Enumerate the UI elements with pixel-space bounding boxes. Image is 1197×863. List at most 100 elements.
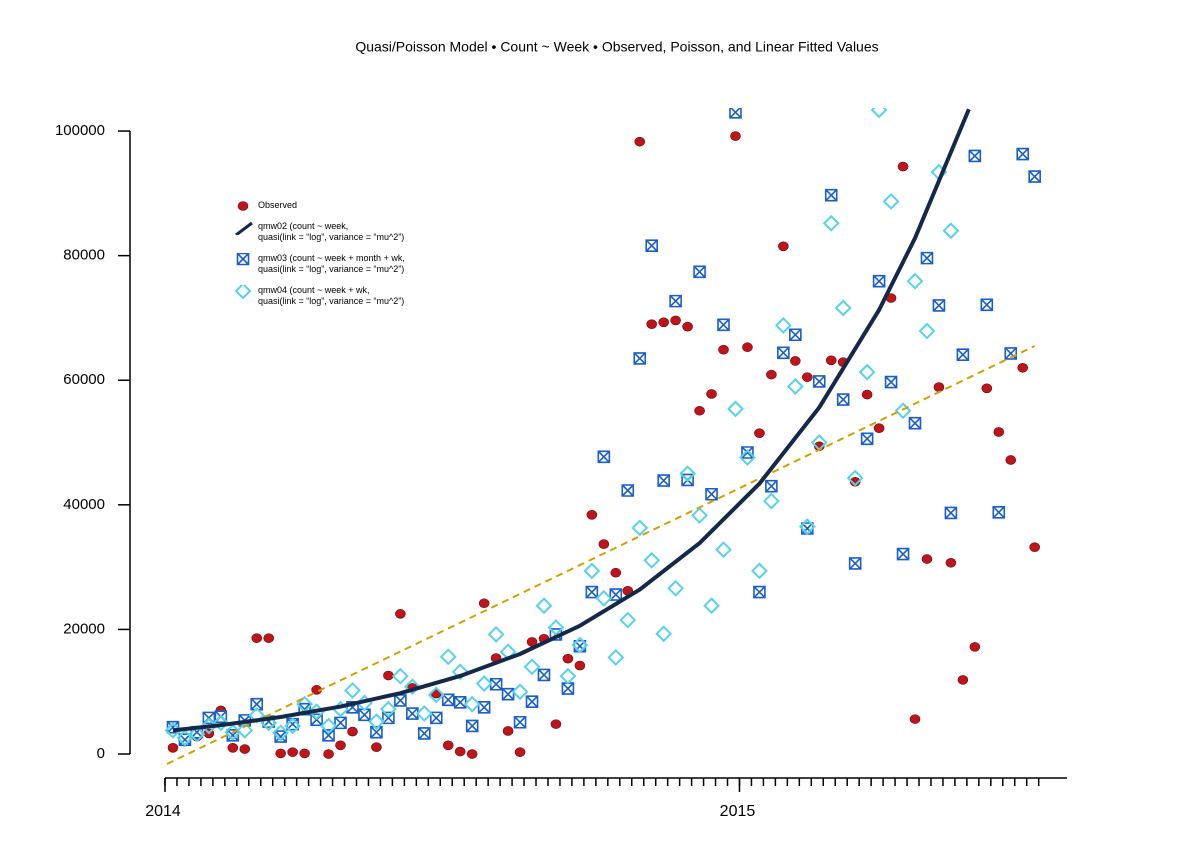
point xyxy=(513,715,527,729)
point xyxy=(453,696,467,709)
point xyxy=(535,597,553,615)
point xyxy=(322,729,335,742)
point xyxy=(822,214,840,232)
legend-entry: qmw04 (count ~ week + wk, quasi(link = “… xyxy=(234,285,494,307)
legend-entry: Observed xyxy=(234,200,494,211)
point xyxy=(442,740,454,751)
point xyxy=(427,686,445,704)
point xyxy=(730,131,741,141)
y-tick-label: 60000 xyxy=(63,371,105,388)
point xyxy=(415,705,433,722)
point xyxy=(475,675,493,693)
point xyxy=(334,716,347,730)
point xyxy=(248,706,266,724)
point xyxy=(394,694,407,707)
point xyxy=(836,393,850,406)
point xyxy=(371,742,382,752)
point xyxy=(607,649,625,666)
point xyxy=(957,675,969,685)
point xyxy=(634,136,646,147)
point xyxy=(789,328,802,342)
point xyxy=(825,355,837,366)
point xyxy=(236,721,254,739)
point xyxy=(705,487,718,501)
point xyxy=(619,611,637,629)
point xyxy=(921,554,933,564)
point xyxy=(275,748,286,759)
point xyxy=(550,719,562,729)
point xyxy=(523,658,541,676)
point xyxy=(1028,170,1041,183)
point xyxy=(824,188,838,202)
point xyxy=(753,585,766,599)
point xyxy=(870,108,888,119)
point xyxy=(272,724,290,742)
point xyxy=(299,748,310,759)
point xyxy=(834,299,852,317)
point xyxy=(320,717,337,735)
point xyxy=(595,589,613,607)
point xyxy=(451,663,469,681)
point xyxy=(487,625,505,643)
point xyxy=(597,450,611,464)
point xyxy=(766,369,777,380)
point xyxy=(574,660,586,671)
point xyxy=(559,667,577,685)
y-tick-label: 80000 xyxy=(63,247,105,264)
point xyxy=(920,251,934,265)
point xyxy=(511,683,529,701)
point xyxy=(944,506,958,520)
point xyxy=(739,449,756,466)
point xyxy=(501,687,515,701)
point xyxy=(715,541,732,559)
point xyxy=(658,317,669,328)
point xyxy=(585,585,599,599)
point xyxy=(754,428,765,438)
legend-entry: qmw03 (count ~ week + month + wk, quasi(… xyxy=(234,253,494,275)
point xyxy=(335,740,346,751)
point xyxy=(908,416,922,430)
point xyxy=(670,315,681,326)
point xyxy=(391,667,409,685)
point xyxy=(463,695,481,713)
point xyxy=(646,319,658,329)
point xyxy=(942,222,960,240)
point xyxy=(694,405,705,416)
point xyxy=(239,744,251,754)
x-tick-label: 2015 xyxy=(720,803,756,820)
y-tick-label: 20000 xyxy=(63,620,105,637)
point xyxy=(1016,147,1030,161)
point xyxy=(727,400,744,418)
point xyxy=(284,717,302,735)
point xyxy=(441,693,455,707)
point xyxy=(571,636,589,654)
fit-curve xyxy=(172,108,971,733)
chart-title: Quasi/Poisson Model • Count ~ Week • Obs… xyxy=(355,39,878,55)
point xyxy=(466,749,478,759)
point xyxy=(429,711,443,725)
point xyxy=(395,609,406,619)
point xyxy=(812,375,826,388)
point xyxy=(1017,362,1029,373)
point xyxy=(691,507,708,524)
point xyxy=(669,294,682,308)
point xyxy=(643,551,661,569)
point xyxy=(790,356,801,366)
legend-label: qmw03 (count ~ week + month + wk, quasi(… xyxy=(258,253,405,274)
legend-icon xyxy=(235,221,253,235)
point xyxy=(212,714,230,732)
point xyxy=(439,648,457,666)
point xyxy=(368,713,385,731)
point xyxy=(872,274,886,288)
point xyxy=(897,161,909,172)
point xyxy=(227,742,239,753)
point xyxy=(717,318,730,332)
point xyxy=(465,719,479,733)
point xyxy=(598,539,610,549)
point xyxy=(981,383,993,394)
point xyxy=(645,239,658,252)
y-tick-label: 100000 xyxy=(55,122,105,139)
point xyxy=(537,668,551,682)
point xyxy=(786,378,804,395)
